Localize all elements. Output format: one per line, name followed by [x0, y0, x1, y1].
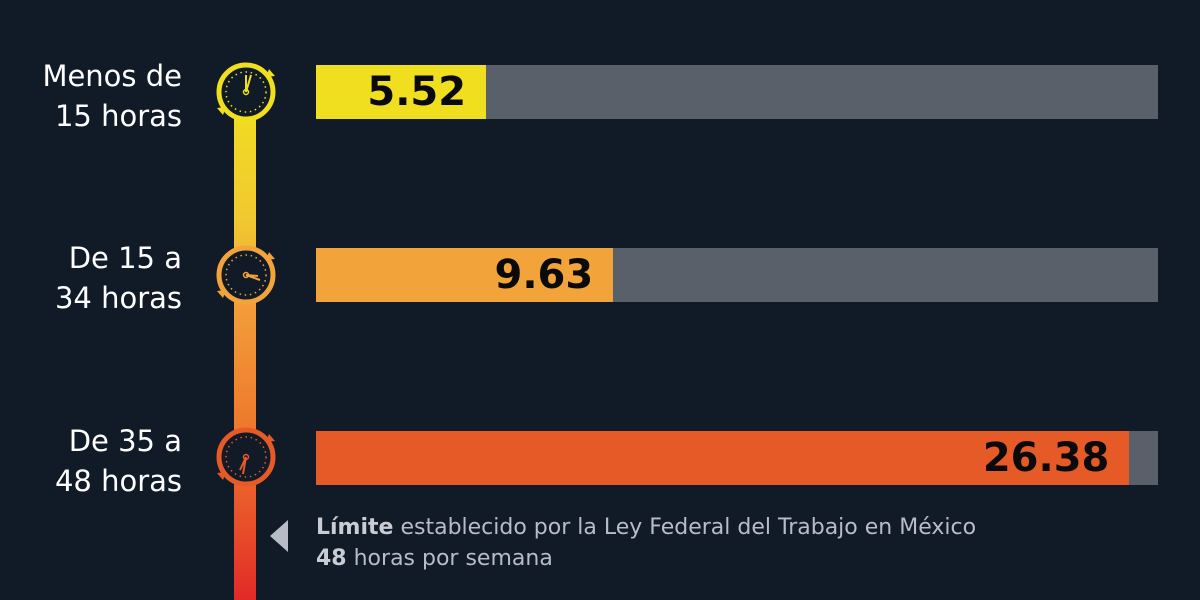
row-label-line: Menos de [42, 59, 182, 93]
bar-fill-1: 5.52 [316, 65, 487, 119]
row-label-line: De 35 a [68, 424, 182, 458]
note-bold: 48 [316, 546, 347, 571]
bar-value: 5.52 [367, 69, 467, 115]
bar-value: 26.38 [982, 435, 1110, 481]
row-label-2: De 15 a 34 horas [55, 238, 182, 318]
note-text: horas por semana [346, 546, 553, 571]
limit-note: Límite establecido por la Ley Federal de… [316, 512, 976, 574]
row-label-3: De 35 a 48 horas [55, 421, 182, 501]
row-label-line: 34 horas [54, 281, 182, 315]
bar-track-2: 9.63 [316, 248, 1158, 302]
timeline-stem [234, 95, 256, 600]
row-label-line: 15 horas [54, 99, 182, 133]
row-label-line: 48 horas [54, 464, 182, 498]
bar-fill-2: 9.63 [316, 248, 614, 302]
bar-value: 9.63 [494, 252, 594, 298]
clock-icon [216, 62, 276, 122]
bar-track-3: 26.38 [316, 431, 1158, 485]
note-bold: Límite [316, 515, 394, 540]
row-label-line: De 15 a [68, 241, 182, 275]
limit-arrow-icon [270, 520, 288, 552]
bar-track-1: 5.52 [316, 65, 1158, 119]
bar-fill-3: 26.38 [316, 431, 1130, 485]
note-text: establecido por la Ley Federal del Traba… [393, 515, 977, 540]
row-label-1: Menos de 15 horas [42, 56, 182, 136]
clock-icon [216, 245, 276, 305]
clock-icon [216, 427, 276, 487]
